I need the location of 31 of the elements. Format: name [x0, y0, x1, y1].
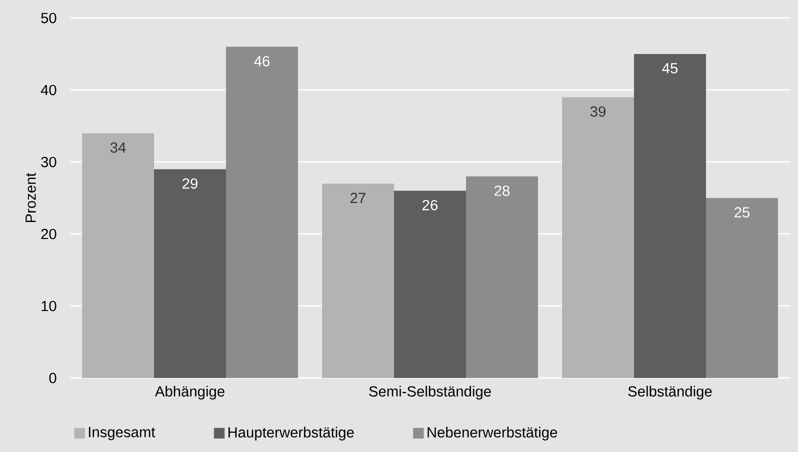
data-label: 25 [734, 207, 750, 218]
bar [634, 54, 706, 378]
data-label: 29 [182, 178, 198, 189]
data-label: 28 [494, 186, 510, 196]
x-tick-label: Semi-Selbständige [369, 386, 491, 400]
data-label: 39 [590, 106, 606, 117]
y-tick-label: 40 [40, 84, 56, 96]
data-label: 27 [350, 192, 366, 203]
y-tick-label: 50 [41, 12, 56, 24]
bar [82, 133, 154, 378]
y-tick-label: 20 [41, 228, 56, 240]
y-tick-label: 0 [49, 372, 56, 384]
y-axis-title: Prozent [26, 172, 36, 222]
data-label: 26 [422, 200, 438, 210]
data-label: 46 [254, 56, 270, 66]
legend-label: Nebenerwerbstätige [428, 426, 558, 440]
y-tick-label: 10 [42, 300, 56, 312]
bar [706, 198, 778, 378]
data-label: 34 [110, 142, 126, 153]
bar [226, 46, 298, 378]
y-tick-label: 30 [41, 156, 56, 168]
bar [154, 169, 226, 378]
data-label: 45 [662, 63, 678, 74]
legend-label: Insgesamt [88, 427, 156, 440]
legend-label: Haupterwerbstätige [228, 426, 354, 440]
bar [466, 176, 538, 378]
bar [322, 184, 394, 378]
x-tick-label: Abhängige [154, 386, 224, 400]
x-tick-label: Selbständige [628, 386, 712, 400]
bar [394, 190, 466, 378]
bar [562, 97, 634, 378]
